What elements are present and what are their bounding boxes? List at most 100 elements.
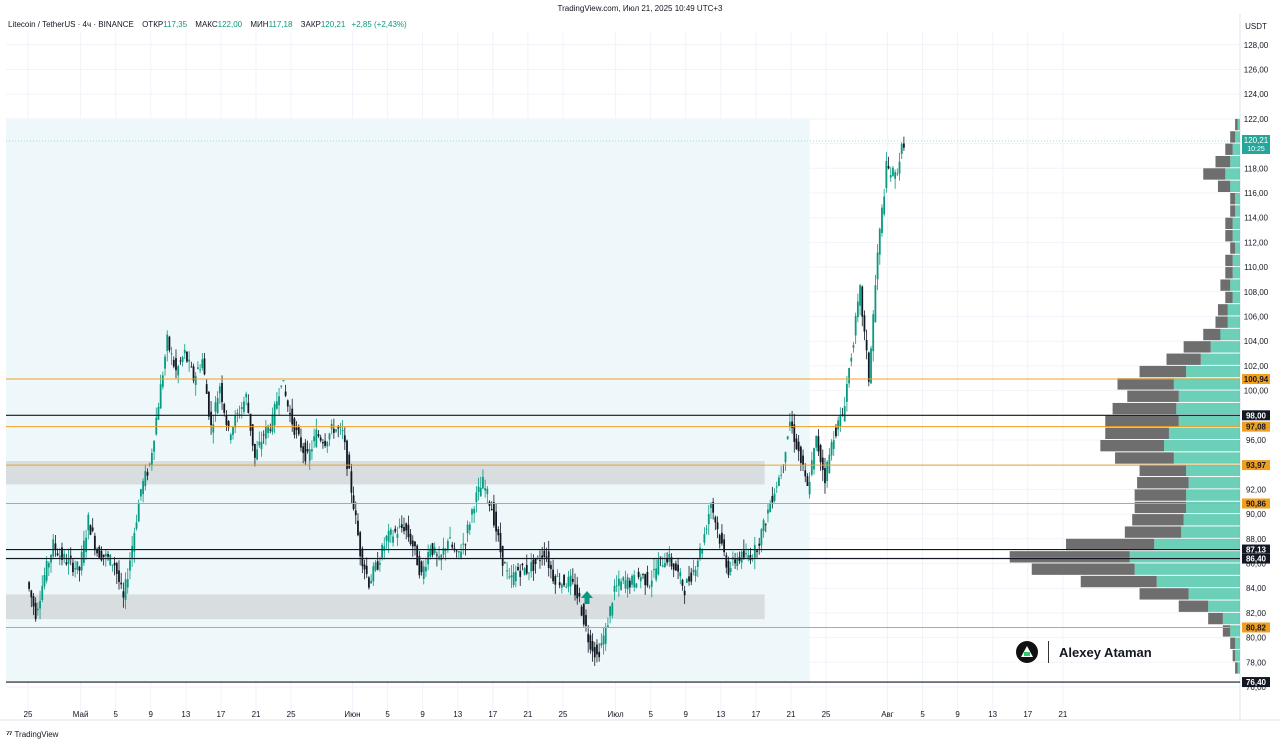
- volume-profile-down-bar: [1230, 637, 1236, 649]
- candle-body: [727, 560, 730, 576]
- candle-body: [61, 547, 63, 560]
- candle-body: [278, 396, 280, 406]
- candle-body: [539, 560, 541, 562]
- candle-body: [269, 429, 272, 431]
- candle-body: [593, 647, 596, 658]
- candle-body: [589, 635, 592, 650]
- candle-body: [109, 554, 112, 566]
- volume-profile-up-bar: [1235, 131, 1240, 143]
- time-tick-label: 13: [988, 710, 997, 719]
- candle-body: [339, 426, 342, 428]
- candle-body: [249, 413, 252, 431]
- volume-profile-down-bar: [1225, 267, 1233, 279]
- volume-profile-up-bar: [1235, 193, 1240, 205]
- highlight-range: [6, 118, 1240, 683]
- candle-body: [778, 477, 780, 487]
- candle-body: [771, 495, 774, 503]
- candle-body: [815, 435, 818, 448]
- candle-body: [267, 425, 269, 434]
- candle-body: [486, 488, 489, 495]
- time-axis[interactable]: 25 Май 5 9 13 17 21 25 Июн 5 9 13 17 21 25 Июл 5 9 13 17 21 2…: [24, 710, 1068, 719]
- candle-body: [418, 556, 421, 576]
- tradingview-brand[interactable]: ⁷⁷ TradingView: [6, 729, 58, 739]
- candle-body: [883, 196, 886, 215]
- candle-body: [100, 550, 103, 561]
- time-tick-label: 25: [559, 710, 568, 719]
- candle-body: [72, 562, 74, 573]
- candle-body: [221, 383, 223, 403]
- candle-body: [550, 564, 552, 570]
- volume-profile-up-bar: [1235, 242, 1240, 254]
- close-label: ЗАКР: [300, 20, 321, 29]
- time-tick-label: 9: [420, 710, 425, 719]
- candle-body: [648, 586, 651, 588]
- candle-body: [385, 535, 388, 541]
- candle-body: [626, 577, 629, 590]
- candle-body: [699, 547, 701, 559]
- candle-body: [795, 438, 798, 450]
- symbol-legend[interactable]: Litecoin / TetherUS · 4ч · BINANCE ОТКР1…: [8, 20, 407, 29]
- time-tick-label: 17: [751, 710, 760, 719]
- candle-body: [190, 366, 193, 368]
- candle-body: [786, 436, 789, 440]
- candle-body: [93, 535, 96, 551]
- candle-body: [234, 415, 237, 428]
- candle-body: [223, 403, 226, 413]
- candle-body: [512, 572, 515, 585]
- volume-profile-down-bar: [1132, 514, 1184, 526]
- candle-body: [398, 526, 401, 528]
- volume-profile-up-bar: [1164, 440, 1240, 452]
- candle-body: [565, 586, 568, 588]
- candle-body: [194, 375, 197, 385]
- candle-body: [32, 596, 35, 607]
- candle-body: [824, 468, 826, 484]
- symbol-name[interactable]: Litecoin / TetherUS · 4ч · BINANCE: [8, 20, 134, 29]
- candle-body: [843, 406, 846, 422]
- time-tick-label: 5: [385, 710, 390, 719]
- volume-profile-down-bar: [1230, 242, 1236, 254]
- volume-profile-up-bar: [1235, 649, 1240, 662]
- candle-body: [378, 563, 381, 565]
- volume-profile-up-bar: [1232, 267, 1240, 279]
- candle-body: [291, 408, 294, 425]
- candle-body: [716, 522, 719, 530]
- candle-body: [503, 562, 506, 564]
- candle-body: [150, 452, 153, 465]
- candle-body: [753, 544, 756, 559]
- volume-profile-down-bar: [1105, 427, 1169, 439]
- candle-body: [56, 553, 59, 556]
- volume-profile-down-bar: [1232, 649, 1236, 662]
- candle-body: [519, 570, 522, 577]
- candle-body: [58, 555, 61, 558]
- candle-body: [63, 553, 66, 559]
- candle-body: [514, 571, 517, 582]
- price-tick-label: 124,00: [1244, 90, 1269, 99]
- candle-body: [264, 426, 267, 439]
- time-tick-label: 9: [684, 710, 689, 719]
- candle-body: [460, 551, 462, 559]
- candle-body: [874, 285, 877, 323]
- candle-body: [677, 564, 679, 572]
- candle-body: [556, 575, 559, 577]
- candle-body: [887, 166, 890, 169]
- volume-profile-down-bar: [1230, 131, 1236, 143]
- candle-body: [845, 384, 848, 402]
- time-tick-label: Май: [73, 710, 89, 719]
- volume-profile-down-bar: [1208, 612, 1223, 625]
- time-tick-label: 13: [716, 710, 725, 719]
- level-price-tag: [1242, 460, 1270, 471]
- candle-body: [280, 385, 283, 387]
- candle-body: [192, 366, 195, 381]
- price-tick-label: 114,00: [1244, 214, 1268, 223]
- candle-body: [392, 536, 394, 543]
- candle-body: [707, 514, 710, 525]
- candle-body: [376, 561, 379, 570]
- candle-body: [747, 555, 750, 560]
- price-axis[interactable]: 128,00126,00124,00122,00120,00118,00116,…: [1242, 22, 1270, 692]
- open-label: ОТКР: [142, 20, 164, 29]
- candle-body: [440, 554, 443, 561]
- candle-body: [690, 572, 693, 582]
- candle-body: [696, 560, 699, 568]
- candle-body: [894, 172, 897, 179]
